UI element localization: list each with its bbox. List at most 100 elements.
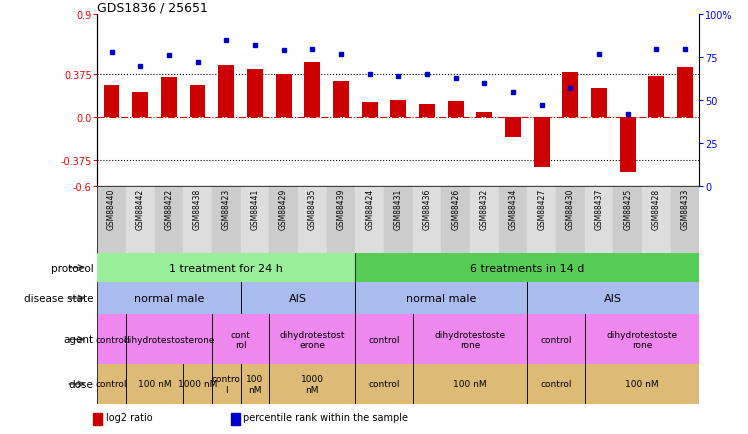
Text: disease state: disease state	[24, 293, 94, 303]
Bar	[527, 187, 556, 254]
Text: 100 nM: 100 nM	[625, 380, 659, 388]
Text: dihydrotestoste
rone: dihydrotestoste rone	[435, 330, 506, 349]
Text: control: control	[96, 380, 127, 388]
Bar	[269, 187, 298, 254]
Text: GSM88423: GSM88423	[221, 189, 231, 230]
Text: 1000 nM: 1000 nM	[178, 380, 217, 388]
Bar	[585, 365, 699, 404]
Text: GSM88436: GSM88436	[423, 189, 432, 230]
Text: control: control	[368, 380, 399, 388]
Bar	[241, 282, 355, 315]
Text: GSM88426: GSM88426	[451, 189, 460, 230]
Text: 100
nM: 100 nM	[246, 375, 263, 394]
Bar	[448, 102, 464, 118]
Bar	[419, 104, 435, 118]
Text: GSM88432: GSM88432	[479, 189, 489, 230]
Bar	[183, 187, 212, 254]
Bar	[476, 112, 492, 118]
Bar	[441, 187, 470, 254]
Bar	[132, 93, 148, 118]
Text: control: control	[96, 335, 127, 344]
Bar	[298, 187, 327, 254]
Bar	[505, 118, 521, 138]
Text: GSM88428: GSM88428	[652, 189, 661, 230]
Bar	[362, 103, 378, 118]
Bar	[562, 72, 578, 118]
Text: GSM88442: GSM88442	[135, 189, 145, 230]
Bar	[620, 118, 636, 173]
Bar	[591, 89, 607, 118]
Text: GSM88430: GSM88430	[565, 189, 575, 230]
Text: GSM88422: GSM88422	[165, 189, 174, 230]
Bar	[355, 254, 699, 282]
Text: GSM88433: GSM88433	[681, 189, 690, 230]
Bar	[527, 365, 585, 404]
Text: normal male: normal male	[406, 293, 476, 303]
Text: AIS: AIS	[289, 293, 307, 303]
Text: normal male: normal male	[134, 293, 204, 303]
Text: GSM88437: GSM88437	[595, 189, 604, 230]
Bar	[218, 66, 234, 118]
Text: contro
l: contro l	[212, 375, 241, 394]
Bar	[212, 365, 241, 404]
Bar	[470, 187, 499, 254]
Bar	[94, 413, 102, 425]
Bar	[355, 365, 413, 404]
Bar	[671, 187, 699, 254]
Text: log2 ratio: log2 ratio	[106, 412, 153, 422]
Text: 1 treatment for 24 h: 1 treatment for 24 h	[169, 263, 283, 273]
Bar	[642, 187, 671, 254]
Bar	[97, 315, 126, 365]
Text: control: control	[540, 335, 571, 344]
Bar	[390, 101, 406, 118]
Bar	[230, 413, 239, 425]
Bar	[585, 315, 699, 365]
Text: cont
rol: cont rol	[230, 330, 251, 349]
Text: 6 treatments in 14 d: 6 treatments in 14 d	[470, 263, 584, 273]
Bar	[499, 187, 527, 254]
Text: percentile rank within the sample: percentile rank within the sample	[243, 412, 408, 422]
Text: GSM88440: GSM88440	[107, 189, 116, 230]
Bar	[97, 282, 241, 315]
Bar	[241, 187, 269, 254]
Text: control: control	[368, 335, 399, 344]
Bar	[534, 118, 550, 167]
Bar	[613, 187, 642, 254]
Text: GDS1836 / 25651: GDS1836 / 25651	[97, 1, 208, 14]
Bar	[247, 70, 263, 118]
Text: dihydrotestost
erone: dihydrotestost erone	[280, 330, 345, 349]
Bar	[269, 315, 355, 365]
Bar	[527, 282, 699, 315]
Bar	[183, 365, 212, 404]
Text: GSM88434: GSM88434	[509, 189, 518, 230]
Bar	[161, 78, 177, 118]
Text: GSM88425: GSM88425	[623, 189, 632, 230]
Bar	[649, 77, 664, 118]
Bar	[97, 365, 126, 404]
Bar	[413, 187, 441, 254]
Bar	[333, 82, 349, 118]
Bar	[384, 187, 413, 254]
Bar	[97, 187, 126, 254]
Text: GSM88427: GSM88427	[537, 189, 546, 230]
Bar	[355, 315, 413, 365]
Text: GSM88431: GSM88431	[393, 189, 403, 230]
Bar	[126, 365, 183, 404]
Bar	[126, 315, 212, 365]
Bar	[269, 365, 355, 404]
Bar	[190, 86, 206, 118]
Text: GSM88438: GSM88438	[193, 189, 202, 230]
Text: 1000
nM: 1000 nM	[301, 375, 324, 394]
Bar	[327, 187, 355, 254]
Bar	[155, 187, 183, 254]
Text: protocol: protocol	[51, 263, 94, 273]
Bar	[677, 68, 693, 118]
Bar	[276, 75, 292, 118]
Bar	[585, 187, 613, 254]
Text: dose: dose	[69, 379, 94, 389]
Text: control: control	[540, 380, 571, 388]
Text: dihydrotestosterone: dihydrotestosterone	[123, 335, 215, 344]
Bar	[304, 63, 320, 118]
Bar	[212, 187, 241, 254]
Text: 100 nM: 100 nM	[453, 380, 487, 388]
